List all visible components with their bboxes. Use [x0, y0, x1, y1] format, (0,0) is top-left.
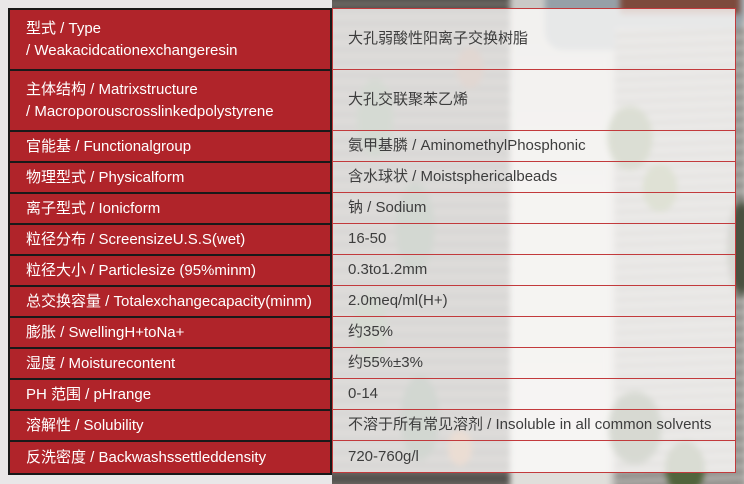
spec-label: 型式 / Type / Weakacidcationexchangeresin	[26, 19, 238, 59]
spec-value: 含水球状 / Moistsphericalbeads	[348, 168, 558, 185]
spec-row-swelling-value: 约35%	[333, 317, 735, 348]
spec-value: 720-760g/l	[348, 447, 419, 465]
spec-value: 0-14	[348, 385, 379, 402]
spec-row-solubility-value: 不溶于所有常见溶剂 / Insoluble in all common solv…	[333, 410, 735, 441]
spec-label: 膨胀 / SwellingH+toNa+	[26, 323, 185, 341]
spec-row-exchange-capacity-label: 总交换容量 / Totalexchangecapacity(minm)	[10, 287, 330, 318]
spec-row-type-value: 大孔弱酸性阳离子交换树脂	[333, 9, 735, 70]
spec-label-column: 型式 / Type / Weakacidcationexchangeresin …	[8, 8, 332, 475]
spec-row-ph-range-value: 0-14	[333, 379, 735, 410]
spec-row-matrix-label: 主体结构 / Matrixstructure / Macroporouscros…	[10, 71, 330, 132]
spec-label: 粒径分布 / ScreensizeU.S.S(wet)	[26, 230, 246, 248]
spec-label: 官能基 / Functionalgroup	[26, 137, 192, 155]
spec-row-physical-form-label: 物理型式 / Physicalform	[10, 163, 330, 194]
spec-row-ionic-form-label: 离子型式 / Ionicform	[10, 194, 330, 225]
spec-label: 溶解性 / Solubility	[26, 416, 144, 434]
spec-row-moisture-label: 湿度 / Moisturecontent	[10, 349, 330, 380]
spec-label: 总交换容量 / Totalexchangecapacity(minm)	[26, 292, 312, 310]
spec-value: 大孔交联聚苯乙烯	[348, 91, 469, 108]
spec-label: 离子型式 / Ionicform	[26, 199, 161, 217]
spec-row-swelling-label: 膨胀 / SwellingH+toNa+	[10, 318, 330, 349]
spec-label: 反洗密度 / Backwashssettleddensity	[26, 448, 267, 466]
spec-row-particle-size-value: 0.3to1.2mm	[333, 255, 735, 286]
spec-value: 16-50	[348, 230, 387, 247]
spec-row-backwash-density-value: 720-760g/l	[333, 441, 735, 472]
spec-value: 约55%±3%	[348, 354, 423, 371]
spec-row-solubility-label: 溶解性 / Solubility	[10, 411, 330, 442]
spec-value: 氨甲基膦 / AminomethylPhosphonic	[348, 137, 586, 154]
spec-value: 0.3to1.2mm	[348, 261, 428, 278]
spec-row-matrix-value: 大孔交联聚苯乙烯	[333, 70, 735, 131]
spec-row-type-label: 型式 / Type / Weakacidcationexchangeresin	[10, 10, 330, 71]
spec-row-physical-form-value: 含水球状 / Moistsphericalbeads	[333, 162, 735, 193]
spec-label: 主体结构 / Matrixstructure / Macroporouscros…	[26, 80, 274, 120]
spec-row-functional-group-label: 官能基 / Functionalgroup	[10, 132, 330, 163]
spec-value: 钠 / Sodium	[348, 199, 427, 216]
spec-row-ionic-form-value: 钠 / Sodium	[333, 193, 735, 224]
spec-label: 湿度 / Moisturecontent	[26, 354, 176, 372]
spec-row-screen-size-label: 粒径分布 / ScreensizeU.S.S(wet)	[10, 225, 330, 256]
spec-row-screen-size-value: 16-50	[333, 224, 735, 255]
spec-row-ph-range-label: PH 范围 / pHrange	[10, 380, 330, 411]
spec-label: 物理型式 / Physicalform	[26, 168, 185, 186]
spec-value: 大孔弱酸性阳离子交换树脂	[348, 30, 529, 47]
spec-row-moisture-value: 约55%±3%	[333, 348, 735, 379]
spec-value: 约35%	[348, 323, 394, 340]
spec-value: 2.0meq/ml(H+)	[348, 292, 448, 309]
spec-value-column: 大孔弱酸性阳离子交换树脂 大孔交联聚苯乙烯 氨甲基膦 / Aminomethyl…	[332, 8, 736, 473]
spec-value: 不溶于所有常见溶剂 / Insoluble in all common solv…	[348, 416, 712, 433]
spec-row-particle-size-label: 粒径大小 / Particlesize (95%minm)	[10, 256, 330, 287]
spec-label: 粒径大小 / Particlesize (95%minm)	[26, 261, 257, 279]
spec-row-functional-group-value: 氨甲基膦 / AminomethylPhosphonic	[333, 131, 735, 162]
spec-row-exchange-capacity-value: 2.0meq/ml(H+)	[333, 286, 735, 317]
spec-row-backwash-density-label: 反洗密度 / Backwashssettleddensity	[10, 442, 330, 473]
spec-label: PH 范围 / pHrange	[26, 385, 152, 403]
